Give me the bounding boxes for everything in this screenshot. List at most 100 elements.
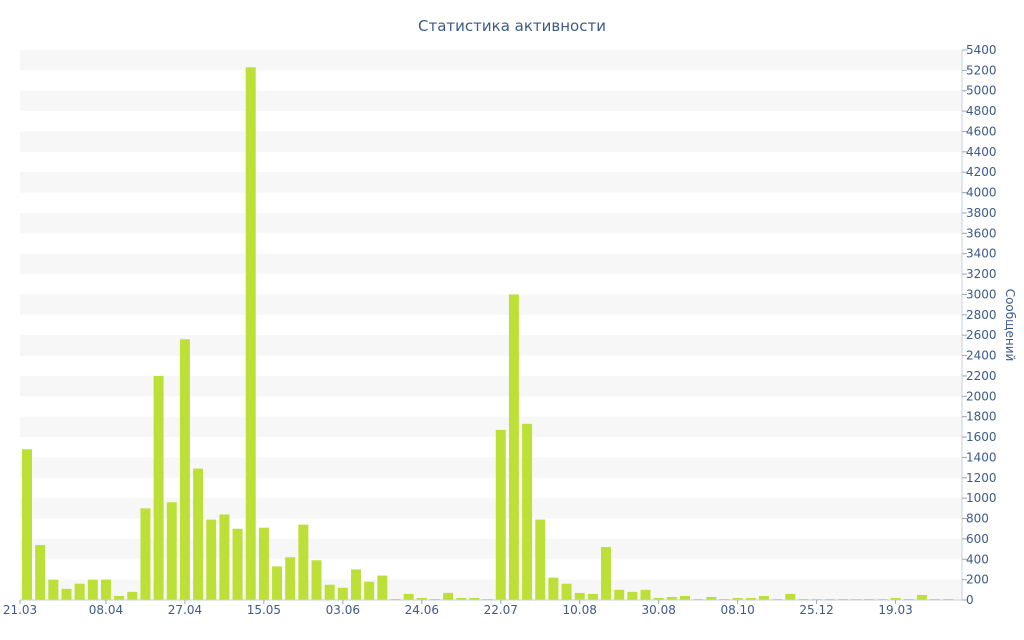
y-tick-label: 400 <box>966 552 989 566</box>
bar <box>627 591 638 600</box>
bar <box>416 597 427 600</box>
bar <box>324 584 335 600</box>
y-tick-label: 2800 <box>966 308 997 322</box>
bar <box>601 547 612 600</box>
bar <box>811 598 822 600</box>
bar <box>864 598 875 600</box>
bar <box>35 545 46 600</box>
bar <box>153 375 164 600</box>
x-tick-label: 22.07 <box>484 603 518 617</box>
bar <box>351 569 361 600</box>
x-tick-label: 30.08 <box>642 603 676 617</box>
bar <box>87 579 98 600</box>
y-tick-label: 3000 <box>966 287 997 301</box>
bar <box>114 595 125 600</box>
bar <box>127 591 138 600</box>
x-axis-ticks: 21.03 08.04 27.04 15.05 03.06 24.06 22.07 10.08… <box>3 600 913 617</box>
bar <box>100 579 111 600</box>
bar <box>706 596 717 600</box>
bar <box>245 67 256 600</box>
x-tick-label: 03.06 <box>326 603 360 617</box>
y-tick-label: 3200 <box>966 267 997 281</box>
y-tick-label: 1400 <box>966 450 997 464</box>
bar <box>719 598 730 600</box>
bar <box>298 524 309 600</box>
y-tick-label: 2600 <box>966 328 997 342</box>
bar <box>364 581 375 600</box>
y-tick-label: 600 <box>966 532 989 546</box>
y-tick-label: 4200 <box>966 165 997 179</box>
bar <box>74 583 85 600</box>
bar <box>548 577 559 600</box>
y-tick-label: 5000 <box>966 84 997 98</box>
bar <box>772 598 783 600</box>
bar <box>785 593 796 600</box>
x-tick-label: 08.04 <box>89 603 123 617</box>
bar <box>337 587 348 600</box>
bar <box>930 598 941 600</box>
y-tick-label: 3600 <box>966 226 997 240</box>
bar <box>377 575 388 600</box>
x-tick-label: 21.03 <box>3 603 37 617</box>
bar <box>403 593 414 600</box>
y-tick-label: 2200 <box>966 369 997 383</box>
y-tick-label: 2400 <box>966 349 997 363</box>
y-tick-label: 1000 <box>966 491 997 505</box>
grid-band <box>20 253 962 275</box>
bar <box>693 598 704 600</box>
bar <box>272 566 283 600</box>
bar <box>851 598 862 600</box>
bar <box>469 597 480 600</box>
bar <box>179 339 190 600</box>
x-tick-label: 24.06 <box>405 603 439 617</box>
bars <box>22 67 954 600</box>
bar <box>232 528 243 600</box>
bar <box>916 594 927 600</box>
bar <box>258 527 269 600</box>
y-tick-label: 200 <box>966 573 989 587</box>
y-tick-label: 1800 <box>966 410 997 424</box>
bar <box>877 598 888 600</box>
bar <box>680 595 690 600</box>
y-tick-label: 1600 <box>966 430 997 444</box>
x-tick-label: 15.05 <box>247 603 281 617</box>
bar <box>140 508 151 600</box>
bar <box>219 514 230 600</box>
grid-band <box>20 131 962 152</box>
bar <box>758 595 769 600</box>
chart-title: Статистика активности <box>418 17 606 35</box>
y-tick-label: 4600 <box>966 124 997 138</box>
y-tick-label: 3800 <box>966 206 997 220</box>
y-tick-label: 4800 <box>966 104 997 118</box>
bar <box>798 598 809 600</box>
grid-band <box>20 172 962 193</box>
bar <box>456 597 467 600</box>
bar <box>614 589 625 600</box>
bar <box>837 598 848 600</box>
y-tick-label: 5200 <box>966 63 997 77</box>
y-tick-label: 0 <box>966 593 974 607</box>
y-tick-label: 1200 <box>966 471 997 485</box>
bar <box>824 598 835 600</box>
bar <box>653 597 664 600</box>
y-axis-label: Сообщений <box>1003 289 1017 362</box>
x-tick-label: 25.12 <box>799 603 833 617</box>
bar <box>666 596 677 600</box>
bar <box>61 588 72 600</box>
bar <box>561 583 572 600</box>
grid-band <box>20 294 962 315</box>
bar <box>745 597 756 600</box>
y-axis-ticks: 0 200 400 600 800 1000 1200 1400 1600 1800 2000 220… <box>962 43 997 607</box>
bar <box>587 593 598 600</box>
bar <box>22 449 32 600</box>
bar <box>206 519 217 600</box>
bar <box>640 589 651 600</box>
bar <box>311 560 322 600</box>
y-tick-label: 800 <box>966 512 989 526</box>
grid-band <box>20 50 962 71</box>
bar <box>390 598 401 600</box>
x-tick-label: 10.08 <box>563 603 597 617</box>
bar <box>482 598 493 600</box>
x-tick-label: 27.04 <box>168 603 202 617</box>
